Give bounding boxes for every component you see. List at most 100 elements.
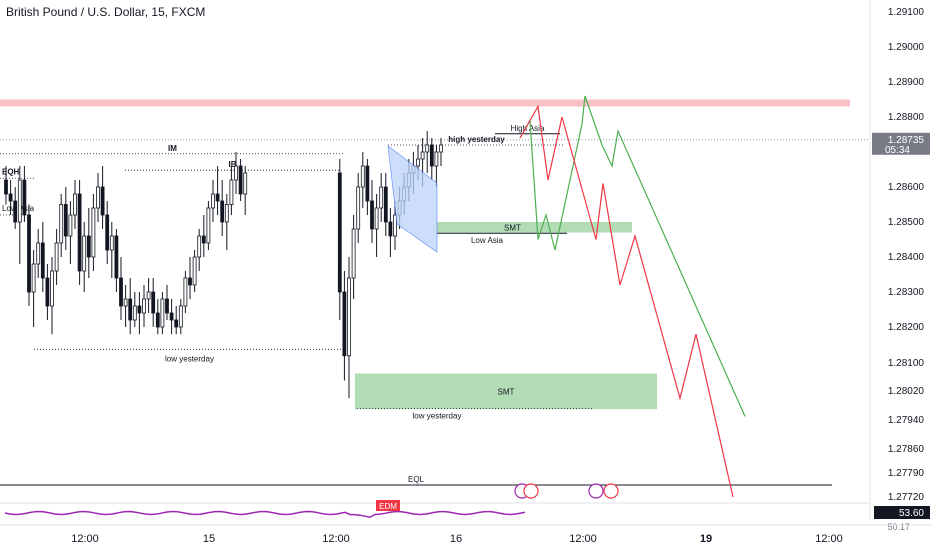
- candle-body: [188, 277, 192, 286]
- candle-body: [160, 298, 165, 328]
- price-tick: 1.28800: [888, 112, 925, 123]
- chart-title: British Pound / U.S. Dollar, 15, FXCM: [6, 5, 206, 19]
- price-tick: 1.28100: [888, 358, 925, 369]
- candle-body: [206, 207, 211, 244]
- candle-body: [68, 214, 73, 237]
- candle-body: [142, 298, 146, 314]
- candle-body: [86, 235, 91, 258]
- candle-body: [178, 305, 183, 328]
- level-label: low yesterday: [165, 354, 214, 363]
- candle-body: [416, 158, 420, 167]
- candle-body: [434, 151, 439, 167]
- event-flag-icon: [523, 483, 539, 499]
- candle-body: [36, 242, 41, 265]
- level-label: low yesterday: [413, 411, 462, 420]
- candle-body: [439, 144, 443, 153]
- candle-body: [425, 144, 430, 153]
- candle-body: [100, 186, 105, 216]
- event-flag-icon: [603, 483, 619, 499]
- price-tag-countdown: 05:34: [885, 145, 910, 156]
- price-tick: 1.28200: [888, 322, 925, 333]
- time-tick: 12:00: [322, 533, 350, 545]
- candle-body: [165, 298, 169, 314]
- price-tick: 1.28500: [888, 217, 925, 228]
- candle-body: [8, 193, 13, 202]
- candle-body: [77, 193, 82, 272]
- level-label: High Asia: [511, 124, 545, 133]
- candle-body: [17, 179, 22, 223]
- candle-body: [229, 179, 234, 205]
- candle-body: [420, 151, 425, 160]
- candle-body: [31, 263, 36, 293]
- price-tick: 1.27940: [888, 415, 925, 426]
- time-tick: 16: [450, 533, 462, 545]
- time-tick: 12:00: [569, 533, 597, 545]
- candle-body: [220, 200, 225, 223]
- candle-body: [4, 179, 8, 195]
- oscillator-line: [4, 510, 526, 518]
- price-tick: 1.29100: [888, 7, 925, 18]
- price-tick: 1.27720: [888, 492, 925, 503]
- level-label: EQH: [2, 167, 20, 176]
- candle-body: [146, 291, 151, 300]
- candle-body: [197, 235, 202, 258]
- candle-body: [356, 186, 361, 230]
- projection-green: [519, 95, 746, 417]
- price-tick: 1.28900: [888, 77, 925, 88]
- candle-body: [374, 207, 379, 230]
- candle-body: [429, 144, 434, 167]
- price-tick: 1.27860: [888, 444, 925, 455]
- level-label: IM: [168, 144, 177, 153]
- candle-body: [40, 242, 45, 279]
- price-tick: 1.27790: [888, 468, 925, 479]
- level-label: Low Asia: [471, 236, 504, 245]
- candle-body: [238, 165, 243, 195]
- candle-body: [91, 207, 96, 258]
- price-tag: [872, 132, 930, 155]
- candle-body: [383, 186, 388, 223]
- zone-supply: [0, 99, 850, 107]
- zone-demand: [355, 373, 657, 410]
- event-flag-icon: [588, 483, 604, 499]
- zone-label: SMT: [504, 223, 521, 232]
- candle-body: [393, 214, 397, 237]
- candle-body: [337, 172, 342, 293]
- zone-label: SMT: [498, 387, 515, 396]
- zone-demand: [437, 222, 632, 233]
- price-tag-value: 1.28735: [888, 135, 925, 146]
- oscillator-lower-value: 50.17: [887, 522, 910, 532]
- candle-body: [174, 319, 179, 328]
- candle-body: [73, 193, 77, 216]
- candle-body: [50, 270, 54, 307]
- candle-body: [59, 204, 64, 244]
- price-tick: 1.28400: [888, 252, 925, 263]
- candle-body: [114, 235, 119, 279]
- candle-body: [27, 214, 31, 293]
- candle-body: [45, 277, 50, 307]
- candle-body: [360, 165, 365, 188]
- time-tick: 19: [700, 533, 712, 545]
- candle-body: [365, 165, 370, 202]
- candle-body: [215, 193, 220, 202]
- candle-body: [22, 179, 27, 216]
- candle-body: [137, 305, 142, 314]
- level-label: IB: [229, 160, 237, 169]
- candle-body: [192, 256, 197, 286]
- price-tick: 1.28300: [888, 287, 925, 298]
- candle-body: [132, 305, 137, 321]
- candle-body: [351, 228, 356, 279]
- candle-body: [342, 291, 347, 357]
- oscillator-label-bg: [376, 500, 400, 511]
- candle-body: [96, 186, 100, 209]
- oscillator-label: EDM: [379, 502, 397, 511]
- level-label: EQL: [408, 475, 425, 484]
- candle-body: [370, 200, 374, 230]
- candle-body: [109, 235, 114, 251]
- candle-body: [123, 298, 128, 307]
- oscillator-value: 53.60: [899, 508, 924, 519]
- candle-body: [13, 200, 18, 223]
- level-label: high yesterday: [448, 135, 505, 144]
- candle-body: [63, 204, 68, 237]
- candle-body: [243, 172, 248, 195]
